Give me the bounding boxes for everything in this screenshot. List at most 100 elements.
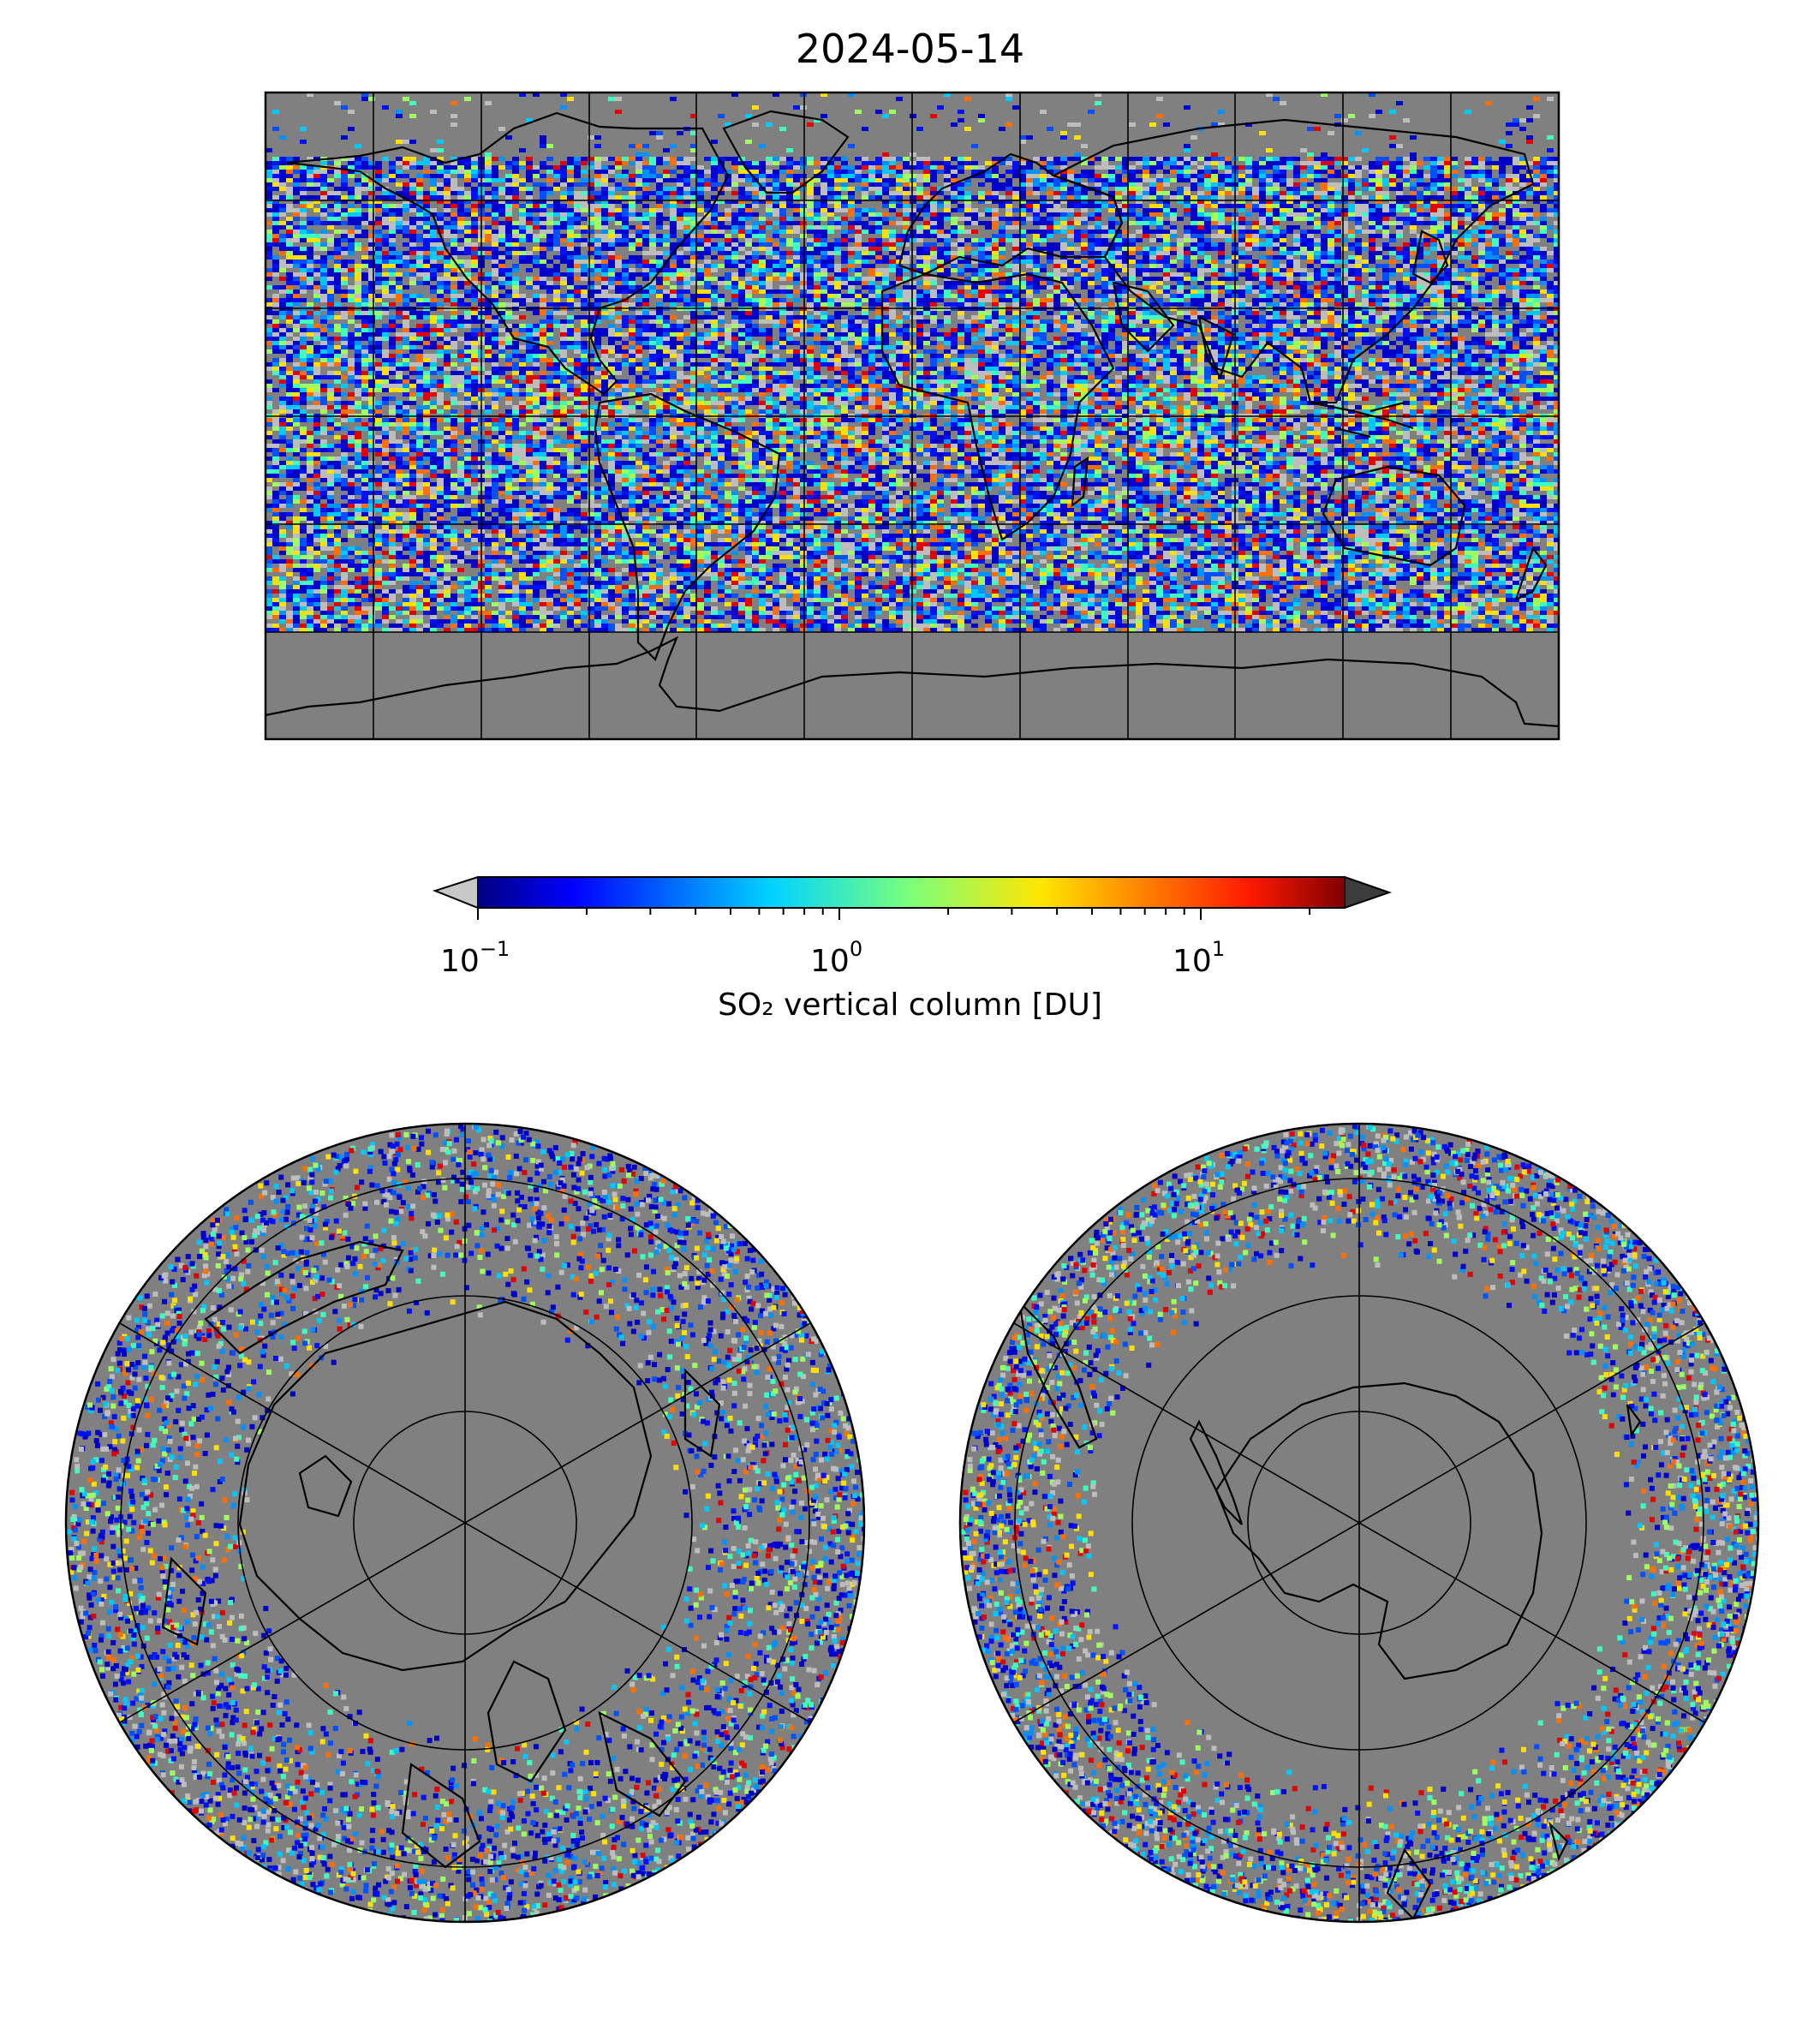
- so2-pixel: [1129, 170, 1136, 174]
- so2-pixel: [1430, 161, 1437, 165]
- so2-pixel: [1382, 195, 1389, 200]
- so2-pixel: [457, 165, 464, 170]
- so2-pixel: [958, 260, 964, 264]
- so2-pixel: [1081, 144, 1088, 148]
- so2-pixel: [1554, 204, 1559, 208]
- so2-pixel: [1355, 230, 1362, 234]
- so2-pixel: [1115, 230, 1122, 234]
- so2-pixel: [649, 238, 656, 242]
- so2-pixel: [1012, 187, 1019, 191]
- so2-pixel: [389, 230, 396, 234]
- so2-pixel: [814, 187, 820, 191]
- so2-pixel: [916, 260, 923, 264]
- so2-pixel: [1197, 204, 1204, 208]
- so2-pixel: [622, 187, 629, 191]
- so2-pixel: [1458, 225, 1465, 230]
- so2-pixel: [930, 289, 937, 294]
- so2-pixel: [944, 230, 951, 234]
- so2-pixel: [1088, 157, 1095, 161]
- so2-pixel: [553, 247, 560, 251]
- so2-pixel: [266, 148, 272, 152]
- so2-pixel: [471, 225, 478, 230]
- so2-pixel: [574, 195, 581, 200]
- so2-pixel: [820, 242, 827, 247]
- so2-pixel: [1492, 195, 1499, 200]
- so2-pixel: [546, 260, 553, 264]
- so2-pixel: [581, 230, 588, 234]
- so2-pixel: [1465, 178, 1471, 182]
- so2-pixel: [951, 251, 958, 255]
- so2-pixel: [882, 170, 889, 174]
- so2-pixel: [1348, 165, 1355, 170]
- so2-pixel: [1485, 174, 1492, 178]
- so2-pixel: [745, 208, 752, 212]
- so2-pixel: [471, 281, 478, 285]
- so2-pixel: [752, 255, 759, 260]
- so2-pixel: [1033, 200, 1040, 204]
- so2-pixel: [1067, 208, 1074, 212]
- so2-pixel: [1307, 260, 1314, 264]
- so2-pixel: [683, 264, 690, 268]
- so2-pixel: [1423, 242, 1430, 247]
- so2-pixel: [1108, 157, 1115, 161]
- so2-pixel: [1519, 234, 1526, 238]
- so2-pixel: [1197, 208, 1204, 212]
- so2-pixel: [793, 238, 800, 242]
- so2-pixel: [841, 157, 848, 161]
- so2-pixel: [677, 272, 683, 277]
- so2-pixel: [1252, 208, 1259, 212]
- so2-pixel: [307, 285, 313, 289]
- so2-pixel: [683, 178, 690, 182]
- so2-pixel: [855, 260, 862, 264]
- so2-pixel: [1547, 268, 1554, 272]
- so2-pixel: [430, 225, 437, 230]
- so2-pixel: [1129, 195, 1136, 200]
- so2-pixel: [711, 217, 718, 221]
- so2-pixel: [286, 217, 293, 221]
- so2-pixel: [1375, 174, 1382, 178]
- so2-pixel: [738, 212, 745, 217]
- so2-pixel: [752, 230, 759, 234]
- so2-pixel: [1513, 260, 1519, 264]
- so2-pixel: [882, 242, 889, 247]
- so2-pixel: [1554, 212, 1559, 217]
- so2-pixel: [779, 204, 786, 208]
- so2-pixel: [1328, 260, 1334, 264]
- so2-pixel: [992, 268, 999, 272]
- so2-pixel: [1423, 187, 1430, 191]
- so2-pixel: [1492, 212, 1499, 217]
- so2-pixel: [923, 191, 930, 195]
- so2-pixel: [1149, 247, 1156, 251]
- so2-pixel: [409, 165, 416, 170]
- so2-pixel: [745, 225, 752, 230]
- so2-pixel: [1526, 212, 1533, 217]
- so2-pixel: [1375, 165, 1382, 170]
- so2-pixel: [848, 264, 855, 268]
- so2-pixel: [1252, 289, 1259, 294]
- so2-pixel: [862, 191, 868, 195]
- so2-pixel: [471, 191, 478, 195]
- so2-pixel: [1307, 182, 1314, 187]
- so2-pixel: [1245, 170, 1252, 174]
- so2-pixel: [1156, 277, 1163, 281]
- so2-pixel: [677, 178, 683, 182]
- so2-pixel: [1136, 272, 1143, 277]
- so2-pixel: [1190, 208, 1197, 212]
- so2-pixel: [1478, 242, 1485, 247]
- so2-pixel: [396, 170, 403, 174]
- so2-pixel: [1163, 230, 1170, 234]
- so2-pixel: [738, 289, 745, 294]
- so2-pixel: [1506, 200, 1513, 204]
- so2-pixel: [677, 217, 683, 221]
- so2-pixel: [361, 234, 368, 238]
- so2-pixel: [944, 182, 951, 187]
- so2-pixel: [670, 208, 677, 212]
- so2-pixel: [1280, 204, 1286, 208]
- so2-pixel: [1252, 165, 1259, 170]
- so2-pixel: [841, 204, 848, 208]
- so2-pixel: [766, 182, 773, 187]
- so2-pixel: [820, 191, 827, 195]
- so2-pixel: [1033, 191, 1040, 195]
- so2-pixel: [690, 251, 697, 255]
